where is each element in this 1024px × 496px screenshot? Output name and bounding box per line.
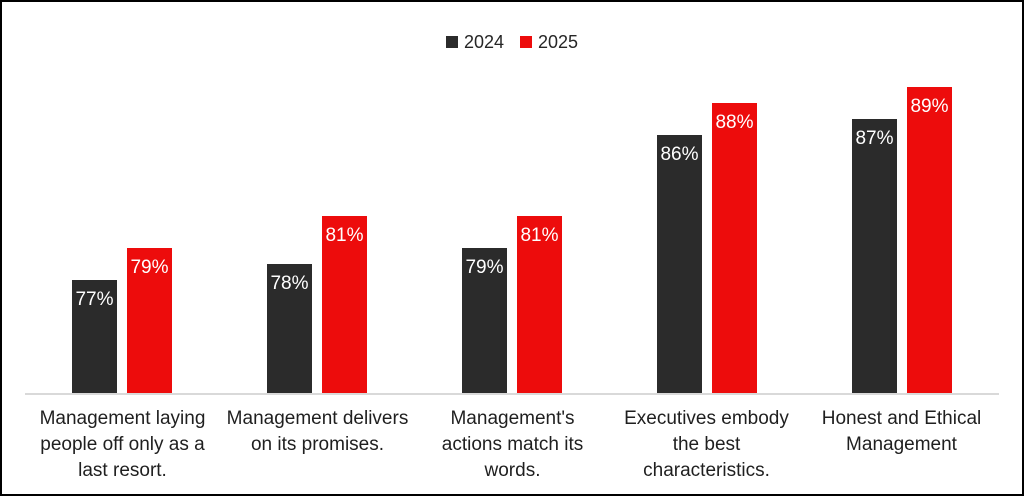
data-label-2024-cat4: 86% bbox=[660, 144, 699, 165]
bar-2024-cat2: 78% bbox=[267, 264, 312, 393]
legend-label-2025: 2025 bbox=[538, 32, 579, 52]
bar-2024-cat1: 77% bbox=[72, 280, 117, 393]
x-axis-line bbox=[25, 393, 999, 395]
data-label-2024-cat3: 79% bbox=[465, 257, 504, 278]
category-label-2: Management delivers on its promises. bbox=[226, 408, 409, 455]
legend-swatch-2024 bbox=[445, 36, 458, 48]
data-label-2024-cat1: 77% bbox=[75, 289, 114, 310]
legend-item-2024: 2024 bbox=[445, 32, 504, 52]
data-label-2024-cat2: 78% bbox=[270, 273, 309, 294]
category-label-1: Management laying people off only as a l… bbox=[39, 408, 206, 481]
bar-2025-cat5: 89% bbox=[907, 87, 952, 393]
data-label-2024-cat5: 87% bbox=[855, 128, 894, 149]
chart-legend: 2024 2025 bbox=[2, 33, 1022, 51]
legend-item-2025: 2025 bbox=[520, 33, 578, 51]
data-label-2025-cat3: 81% bbox=[520, 225, 559, 246]
bar-2024-cat3: 79% bbox=[462, 248, 507, 393]
bar-2025-cat3: 81% bbox=[517, 216, 562, 393]
legend-label-2024: 2024 bbox=[463, 32, 504, 52]
category-label-3: Management's actions match its words. bbox=[441, 408, 584, 481]
data-label-2025-cat1: 79% bbox=[130, 257, 169, 278]
category-label-5: Honest and Ethical Management bbox=[821, 408, 982, 455]
bar-2025-cat4: 88% bbox=[712, 103, 757, 393]
category-label-4: Executives embody the best characteristi… bbox=[624, 408, 789, 481]
data-label-2025-cat2: 81% bbox=[325, 225, 364, 246]
data-label-2025-cat5: 89% bbox=[910, 96, 949, 117]
bar-2025-cat1: 79% bbox=[127, 248, 172, 393]
bar-2024-cat5: 87% bbox=[852, 119, 897, 393]
bar-2025-cat2: 81% bbox=[322, 216, 367, 393]
legend-swatch-2025 bbox=[520, 36, 532, 48]
data-label-2025-cat4: 88% bbox=[715, 112, 754, 133]
bar-2024-cat4: 86% bbox=[657, 135, 702, 393]
